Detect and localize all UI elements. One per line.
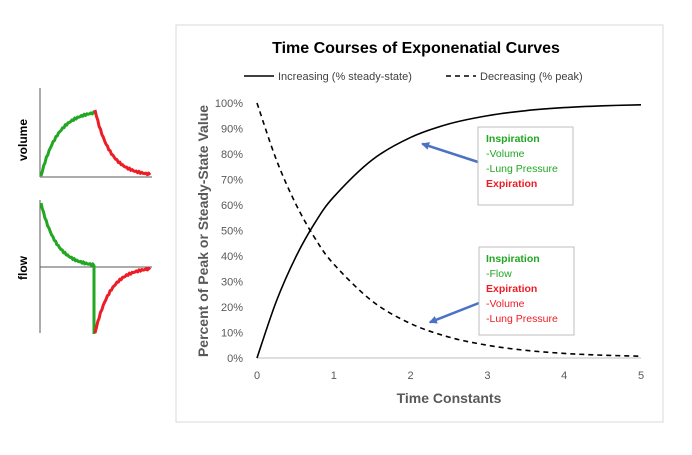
x-tick-label: 2 (408, 370, 414, 382)
flow-panel: flow (16, 200, 152, 334)
legend-label-increasing: Increasing (% steady-state) (278, 71, 412, 83)
y-tick-label: 100% (215, 98, 243, 110)
annotation-box-upper-frame (477, 126, 574, 206)
y-tick-labels: 0% 10% 20% 30% 40% 50% 60% 70% 80% 90% 100% (215, 98, 243, 365)
volume-inspiration-trace (39, 110, 97, 177)
annotation-lower-line-3: Expiration (486, 283, 537, 295)
y-tick-label: 30% (221, 277, 243, 289)
y-tick-label: 0% (227, 353, 243, 365)
annotation-lower-line-4: -Volume (486, 298, 525, 310)
y-tick-label: 70% (221, 175, 243, 187)
volume-expiration-trace (93, 109, 152, 177)
series-increasing-line (256, 103, 642, 359)
annotation-arrow-lower (428, 301, 480, 324)
annotation-arrow-upper (421, 142, 479, 164)
x-tick-labels: 0 1 2 3 4 5 (254, 370, 644, 382)
flow-inspiration-trace (39, 202, 96, 334)
annotation-lower-line-2: -Flow (486, 268, 512, 280)
y-tick-label: 40% (221, 251, 243, 263)
y-axis-label: Percent of Peak or Steady-State Value (195, 105, 211, 357)
annotation-box-lower-frame (478, 246, 575, 336)
annotation-box-upper: Inspiration -Volume -Lung Pressure Expir… (477, 126, 574, 206)
annotation-box-lower: Inspiration -Flow Expiration -Volume -Lu… (478, 246, 575, 336)
annotation-upper-line-4: Expiration (486, 178, 537, 190)
y-tick-label: 10% (221, 328, 243, 340)
legend-label-decreasing: Decreasing (% peak) (480, 71, 583, 83)
y-tick-label: 20% (221, 302, 243, 314)
x-tick-label: 3 (484, 370, 490, 382)
series-decreasing-line (256, 102, 642, 358)
y-tick-label: 90% (221, 124, 243, 136)
annotation-upper-line-3: -Lung Pressure (486, 163, 558, 175)
chart-title: Time Courses of Exponenatial Curves (272, 40, 560, 57)
volume-panel: volume (16, 88, 152, 178)
volume-label: volume (16, 119, 30, 161)
y-tick-label: 60% (221, 200, 243, 212)
y-tick-label: 80% (221, 149, 243, 161)
x-tick-label: 1 (331, 370, 337, 382)
flow-expiration-trace (93, 266, 152, 334)
x-tick-label: 4 (561, 370, 567, 382)
y-tick-label: 50% (221, 226, 243, 238)
flow-label: flow (16, 255, 30, 280)
x-axis-label: Time Constants (397, 390, 502, 406)
annotation-upper-line-1: Inspiration (486, 133, 540, 145)
x-tick-label: 0 (254, 370, 260, 382)
legend: Increasing (% steady-state) Decreasing (… (244, 71, 583, 83)
chart-frame (175, 24, 664, 423)
annotation-lower-line-1: Inspiration (486, 253, 540, 265)
annotation-lower-line-5: -Lung Pressure (486, 313, 558, 325)
annotation-upper-line-2: -Volume (486, 148, 525, 160)
x-tick-label: 5 (638, 370, 644, 382)
